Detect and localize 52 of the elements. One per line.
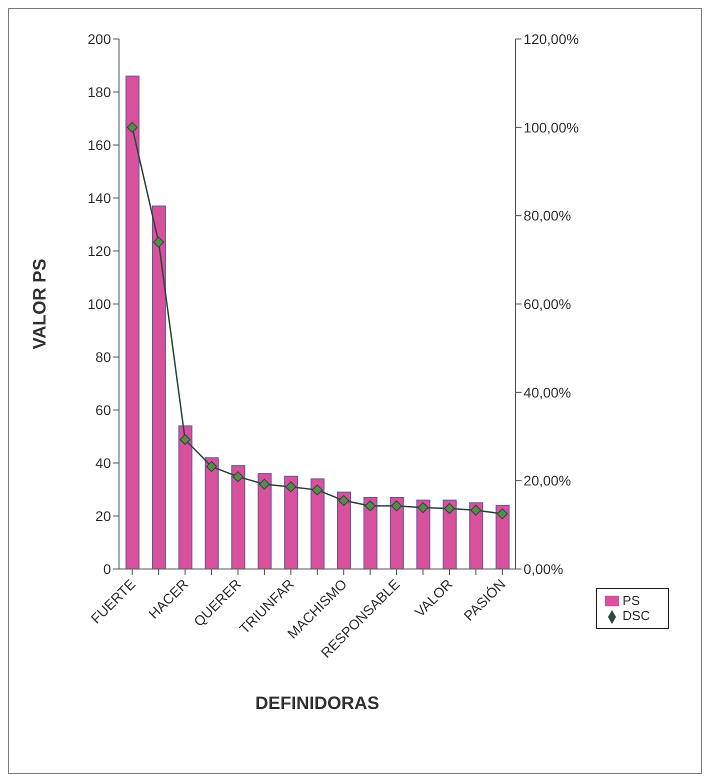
point — [285, 481, 296, 492]
bar — [496, 504, 510, 569]
point — [338, 495, 350, 506]
y2-tick-label: 0,00% — [524, 560, 564, 577]
y-tick-label: 0 — [103, 560, 112, 577]
bar — [126, 76, 140, 569]
y-tick-label: 40 — [95, 454, 112, 471]
y-tick-label: 80 — [95, 348, 112, 365]
bar — [152, 205, 166, 569]
point — [126, 122, 138, 133]
y2-tick-label: 120,00% — [524, 30, 579, 47]
point — [258, 478, 270, 490]
bar — [363, 496, 378, 569]
bar — [336, 492, 351, 569]
bar — [204, 457, 219, 569]
y-axis-title: VALOR PS — [29, 258, 50, 350]
bar — [390, 496, 404, 569]
y-tick-label: 60 — [95, 402, 112, 418]
legend-label: DSC — [622, 608, 650, 624]
y2-tick-label: 20,00% — [524, 472, 572, 489]
point — [206, 461, 218, 472]
y-tick-label: 120 — [88, 242, 112, 259]
y-tick-label: 100 — [88, 296, 112, 312]
bar — [310, 478, 325, 569]
point — [364, 500, 376, 512]
point — [391, 500, 402, 512]
y-tick-label: 20 — [95, 508, 112, 524]
y-tick-label: 200 — [88, 30, 112, 47]
point — [312, 484, 323, 496]
bar — [442, 500, 457, 569]
y2-tick-label: 60,00% — [524, 296, 572, 312]
y2-tick-label: 40,00% — [524, 384, 572, 400]
bar — [258, 473, 272, 569]
y-tick-label: 180 — [88, 84, 112, 100]
bar — [178, 425, 192, 569]
point — [496, 508, 508, 520]
y2-tick-label: 100,00% — [524, 119, 579, 136]
point — [232, 471, 244, 482]
x-axis-title: DEFINIDORAS — [255, 693, 380, 713]
point — [444, 502, 455, 514]
point — [180, 434, 191, 446]
point — [470, 504, 482, 516]
y-tick-label: 140 — [88, 190, 112, 206]
bar — [231, 465, 246, 569]
bar — [284, 476, 298, 569]
point — [153, 236, 164, 248]
y2-tick-label: 80,00% — [524, 208, 572, 224]
y-tick-label: 160 — [88, 136, 112, 153]
point — [418, 502, 429, 514]
bar — [469, 502, 484, 569]
bar — [416, 500, 430, 569]
legend-label: PS — [622, 592, 640, 608]
